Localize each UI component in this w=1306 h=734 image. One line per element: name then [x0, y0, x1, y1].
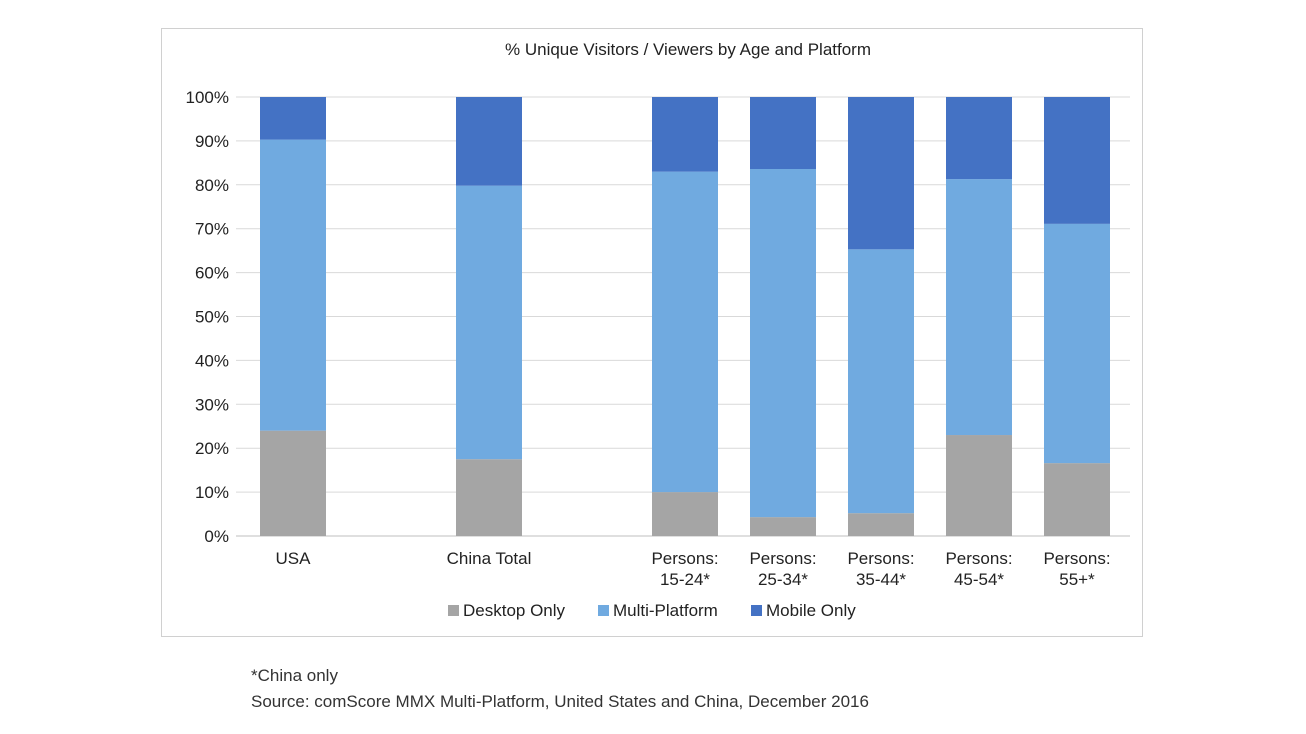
y-tick-label: 100%	[186, 88, 229, 107]
y-tick-label: 90%	[195, 132, 229, 151]
bar-segment	[260, 139, 326, 431]
bar-segment	[848, 513, 914, 536]
bar-segment	[1044, 97, 1110, 224]
bar-segment	[946, 435, 1012, 536]
bar-segment	[456, 97, 522, 186]
bar-segment	[750, 97, 816, 169]
legend-swatch	[598, 605, 609, 616]
bar-segment	[260, 430, 326, 536]
chart-title: % Unique Visitors / Viewers by Age and P…	[505, 40, 871, 59]
bar-segment	[750, 517, 816, 536]
bar-segment	[260, 97, 326, 140]
x-category-label: Persons:	[945, 549, 1012, 568]
bar-segment	[946, 97, 1012, 180]
bar-segment	[848, 97, 914, 250]
legend-label: Multi-Platform	[613, 601, 718, 620]
x-category-label: 45-54*	[954, 570, 1004, 589]
source-footnote: Source: comScore MMX Multi-Platform, Uni…	[251, 692, 869, 711]
y-tick-label: 20%	[195, 439, 229, 458]
x-category-label: 55+*	[1059, 570, 1095, 589]
y-tick-label: 80%	[195, 176, 229, 195]
y-tick-label: 70%	[195, 220, 229, 239]
x-category-label: Persons:	[1043, 549, 1110, 568]
x-category-label: 35-44*	[856, 570, 906, 589]
bar-segment	[750, 168, 816, 518]
bar-segment	[652, 492, 718, 536]
x-category-label: Persons:	[847, 549, 914, 568]
chart-area: % Unique Visitors / Viewers by Age and P…	[161, 28, 1143, 637]
x-category-label: 25-34*	[758, 570, 808, 589]
bar-segment	[1044, 463, 1110, 536]
stacked-bar-chart: % Unique Visitors / Viewers by Age and P…	[186, 40, 1130, 620]
y-tick-label: 50%	[195, 308, 229, 327]
x-category-label: Persons:	[749, 549, 816, 568]
x-category-label: 15-24*	[660, 570, 710, 589]
legend-swatch	[448, 605, 459, 616]
legend-label: Mobile Only	[766, 601, 856, 620]
bar-segment	[456, 185, 522, 460]
y-tick-label: 30%	[195, 395, 229, 414]
x-category-label: China Total	[447, 549, 532, 568]
legend-swatch	[751, 605, 762, 616]
y-tick-label: 60%	[195, 264, 229, 283]
bar-segment	[652, 97, 718, 172]
bar-segment	[946, 179, 1012, 436]
y-tick-label: 10%	[195, 483, 229, 502]
bar-segment	[456, 459, 522, 536]
x-category-label: Persons:	[651, 549, 718, 568]
china-only-footnote: *China only	[251, 666, 338, 685]
bar-segment	[1044, 223, 1110, 464]
y-tick-label: 40%	[195, 351, 229, 370]
legend-label: Desktop Only	[463, 601, 566, 620]
bar-segment	[848, 249, 914, 514]
bar-segment	[652, 171, 718, 493]
x-category-label: USA	[276, 549, 312, 568]
y-tick-label: 0%	[204, 527, 229, 546]
